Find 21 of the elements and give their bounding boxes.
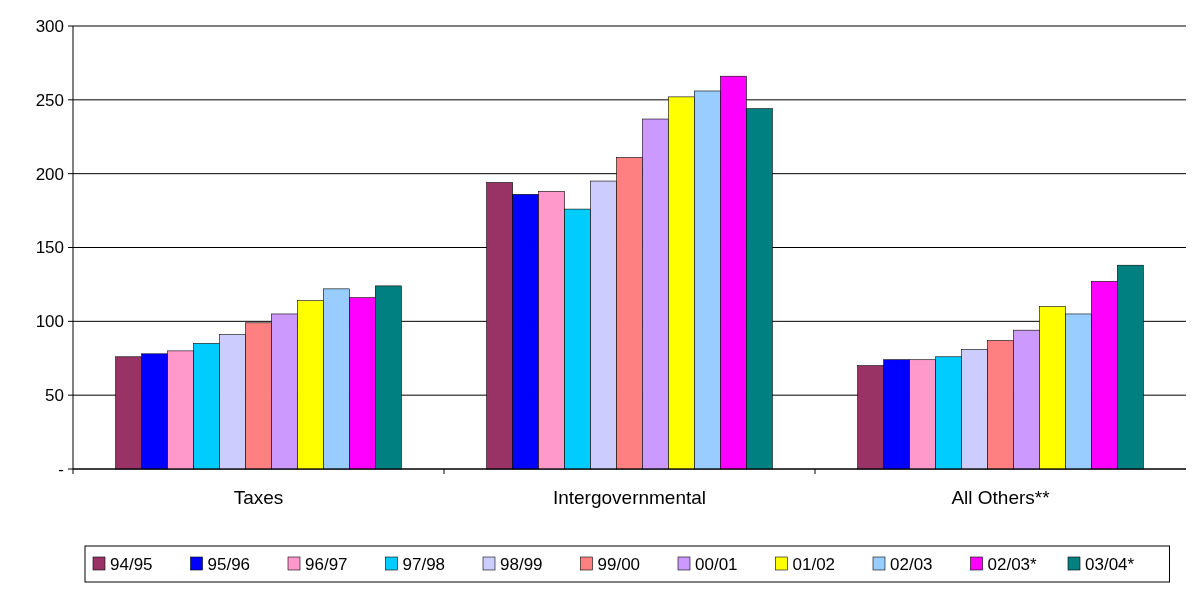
y-tick-label: - <box>58 459 64 479</box>
legend-label: 02/03 <box>890 554 933 574</box>
x-tick-label: All Others** <box>951 487 1051 508</box>
y-tick-label: 300 <box>35 16 64 36</box>
legend-label: 01/02 <box>792 554 836 574</box>
y-tick-label: 250 <box>35 90 64 110</box>
legend-label: 98/99 <box>500 554 543 574</box>
y-tick-label: 50 <box>45 386 64 406</box>
legend-label: 03/04* <box>1085 554 1135 574</box>
legend-label: 95/96 <box>207 554 251 574</box>
legend-label: 00/01 <box>695 554 738 574</box>
legend-label: 94/95 <box>110 554 153 574</box>
x-tick-label: Taxes <box>233 487 284 508</box>
legend-label: 96/97 <box>305 554 348 574</box>
y-tick-label: 100 <box>35 312 64 332</box>
legend-label: 99/00 <box>597 554 641 574</box>
y-tick-label: 200 <box>35 164 64 184</box>
legend-label: 97/98 <box>402 554 446 574</box>
x-tick-label: Intergovernmental <box>552 487 707 508</box>
legend-label: 02/03* <box>987 554 1038 574</box>
y-tick-label: 150 <box>35 238 64 258</box>
